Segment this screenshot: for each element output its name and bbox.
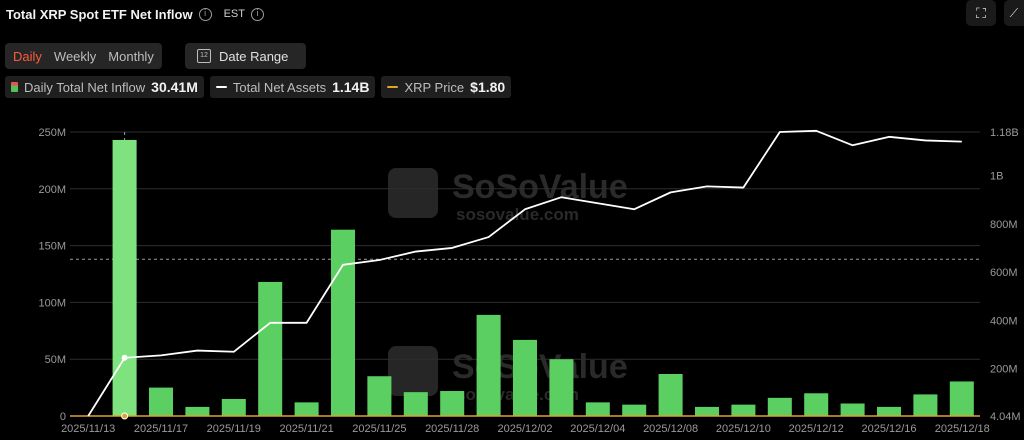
y-right-tick-label: 400M	[990, 315, 1018, 327]
inflow-bar[interactable]	[294, 402, 319, 416]
inflow-bar[interactable]	[767, 397, 792, 416]
y-tick-label: 0	[60, 411, 66, 423]
tab-daily[interactable]: Daily	[13, 48, 42, 64]
x-axis: 2025/11/13 2025/11/17 2025/11/19 2025/11/21…	[61, 423, 990, 435]
inflow-bar[interactable]	[476, 314, 501, 416]
x-tick-label: 2025/11/17	[134, 423, 188, 435]
more-button[interactable]: ⟋	[1004, 0, 1024, 26]
watermark-brand: SoSoValue	[452, 168, 628, 206]
x-tick-label: 2025/11/25	[352, 423, 406, 435]
inflow-bar[interactable]	[112, 139, 137, 416]
title-row: Total XRP Spot ETF Net Inflow i EST i	[6, 5, 264, 23]
watermark-logo-icon	[388, 168, 438, 218]
line-swatch-icon	[215, 86, 227, 88]
watermark-group: SoSoValue sosovalue.com SoSoValue sosova…	[388, 168, 628, 404]
legend-item-inflow[interactable]: Daily Total Net Inflow 30.41M	[5, 76, 204, 98]
inflow-bar[interactable]	[658, 373, 683, 416]
period-tabs: Daily Weekly Monthly	[5, 43, 162, 69]
y-right-tick-label: 600M	[990, 267, 1018, 279]
x-tick-label: 2025/12/04	[570, 423, 625, 435]
bar-swatch-icon	[11, 82, 18, 92]
x-tick-label: 2025/11/21	[279, 423, 333, 435]
x-tick-label: 2025/12/08	[643, 423, 698, 435]
inflow-bar[interactable]	[330, 229, 356, 416]
watermark-logo-icon-2	[388, 346, 438, 396]
inflow-bar[interactable]	[403, 392, 428, 416]
y-right-tick-label: 800M	[990, 219, 1018, 231]
legend-item-price[interactable]: XRP Price $1.80	[381, 76, 512, 98]
y-tick-label: 100M	[38, 297, 66, 309]
tab-weekly[interactable]: Weekly	[53, 48, 97, 64]
page-title: Total XRP Spot ETF Net Inflow	[6, 6, 193, 22]
inflow-bar[interactable]	[949, 381, 974, 416]
x-tick-label: 2025/12/02	[497, 423, 552, 435]
y-right-tick-label: 1.18B	[990, 127, 1019, 139]
x-tick-label: 2025/11/28	[425, 423, 479, 435]
inflow-bar[interactable]	[876, 406, 902, 416]
fullscreen-button[interactable]: ⛶	[966, 0, 996, 26]
assets-point-marker	[121, 354, 128, 361]
inflow-bar[interactable]	[148, 387, 174, 416]
tab-monthly[interactable]: Monthly	[108, 48, 154, 64]
inflow-bar[interactable]	[694, 406, 720, 416]
legend-assets-label: Total Net Assets	[232, 79, 327, 95]
legend-price-label: XRP Price	[404, 79, 465, 95]
inflow-bar[interactable]	[367, 376, 392, 416]
y-axis-left: 0 50M 100M 150M 200M 250M	[38, 127, 66, 423]
inflow-bar[interactable]	[913, 394, 938, 416]
x-tick-label: 2025/12/10	[716, 423, 771, 435]
y-tick-label: 200M	[38, 184, 66, 196]
legend-inflow-label: Daily Total Net Inflow	[24, 79, 146, 95]
assets-line	[87, 129, 962, 417]
x-tick-label: 2025/12/16	[861, 423, 916, 435]
timezone-label: EST	[223, 8, 245, 20]
legend-assets-value: 1.14B	[332, 79, 370, 95]
x-tick-label: 2025/12/12	[789, 423, 844, 435]
price-line-group	[70, 412, 980, 420]
legend: Daily Total Net Inflow 30.41M Total Net …	[5, 76, 512, 98]
inflow-bar[interactable]	[221, 398, 246, 416]
watermark-top: SoSoValue sosovalue.com	[388, 168, 628, 224]
fullscreen-icon: ⛶	[976, 4, 986, 21]
info-icon[interactable]: i	[198, 7, 212, 21]
inflow-bar[interactable]	[731, 404, 756, 416]
y-axis-right: 4.04M 200M 400M 600M 800M 1B 1.18B	[990, 127, 1021, 423]
legend-price-value: $1.80	[470, 79, 506, 95]
y-tick-label: 50M	[45, 354, 66, 366]
x-tick-label: 2025/11/19	[207, 423, 261, 435]
inflow-bar[interactable]	[440, 391, 465, 416]
inflow-bar[interactable]	[585, 402, 610, 416]
legend-inflow-value: 30.41M	[151, 79, 198, 95]
inflow-bar[interactable]	[185, 406, 210, 416]
inflow-bar[interactable]	[804, 393, 829, 416]
bars	[112, 139, 974, 416]
inflow-bar[interactable]	[840, 403, 865, 416]
calendar-icon: 12	[197, 49, 211, 63]
timezone-info-icon[interactable]: i	[250, 7, 264, 21]
x-tick-label: 2025/11/13	[61, 423, 115, 435]
y-right-tick-label: 4.04M	[990, 411, 1021, 423]
inflow-bar[interactable]	[622, 404, 647, 416]
date-range-button[interactable]: 12 Date Range	[185, 43, 306, 69]
y-right-tick-label: 1B	[990, 170, 1003, 182]
assets-line-group	[87, 129, 962, 417]
inflow-bar[interactable]	[549, 359, 574, 416]
date-range-label: Date Range	[219, 48, 289, 64]
price-point-marker	[121, 412, 129, 420]
y-right-tick-label: 200M	[990, 364, 1018, 376]
price-swatch-icon	[387, 86, 399, 88]
y-tick-label: 250M	[38, 127, 66, 139]
y-tick-label: 150M	[38, 241, 66, 253]
chart-type-icon: ⟋	[1009, 5, 1019, 20]
legend-item-assets[interactable]: Total Net Assets 1.14B	[209, 76, 376, 98]
inflow-bar[interactable]	[512, 339, 538, 416]
x-tick-label: 2025/12/18	[935, 423, 990, 435]
inflow-bar[interactable]	[258, 281, 283, 416]
